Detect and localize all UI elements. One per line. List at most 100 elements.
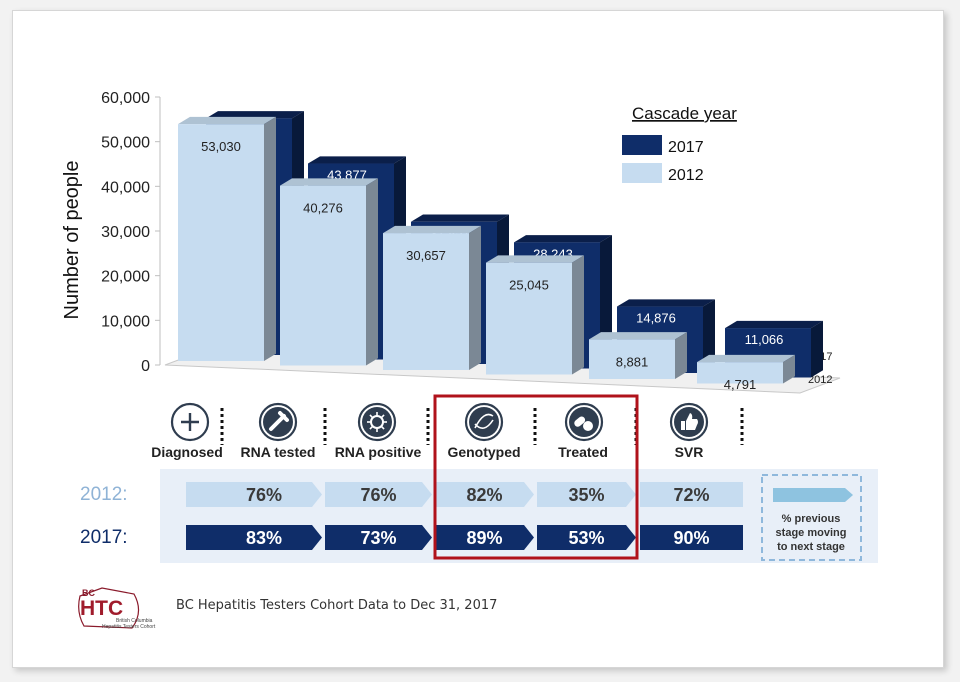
highlight-box	[433, 394, 639, 560]
cascade-arrow	[537, 525, 636, 550]
cascade-arrow	[435, 482, 534, 507]
y-tick-label: 60,000	[101, 90, 150, 107]
key-box	[761, 474, 862, 561]
bar-2017-svr-side	[811, 320, 823, 378]
logo-main-text: HTC	[80, 597, 123, 620]
cascade-arrow	[640, 525, 743, 550]
bar-2012-rna-positive-side	[469, 225, 481, 370]
test-tube-icon	[258, 402, 298, 442]
y-tick-label: 30,000	[101, 224, 150, 241]
cascade-percent: 76%	[360, 485, 396, 505]
y-tick-label: 0	[141, 358, 150, 375]
cascade-arrow	[186, 482, 322, 507]
bar-2012-rna-positive-face	[383, 233, 469, 370]
bar-2012-diagnosed-face	[178, 124, 264, 362]
bar-2012-svr-side	[783, 354, 795, 384]
cascade-percent: 73%	[360, 528, 396, 548]
stage-label-diagnosed: Diagnosed	[151, 444, 223, 460]
tube-glyph	[269, 411, 289, 431]
row-label-2012: 2012:	[80, 484, 128, 505]
data-label-2012: 25,045	[509, 278, 549, 293]
bar-2017-genotyped-top	[514, 235, 612, 243]
key-text-line: % previous	[782, 513, 841, 525]
key-text-line: stage moving	[776, 527, 847, 539]
footer-text: BC Hepatitis Testers Cohort Data to Dec …	[176, 598, 498, 613]
dna-icon	[464, 402, 504, 442]
cascade-arrow	[325, 482, 432, 507]
cascade-percent: 89%	[466, 528, 502, 548]
thumbs-up-icon	[669, 402, 709, 442]
stage-label-rna-positive: RNA positive	[335, 444, 422, 460]
stage-label-rna-tested: RNA tested	[241, 444, 316, 460]
pill-glyph	[574, 416, 586, 427]
cascade-percent: 76%	[246, 485, 282, 505]
data-label-2012: 30,657	[406, 248, 446, 263]
bar-2012-treated-side	[675, 332, 687, 379]
legend-title: Cascade year	[632, 104, 737, 123]
bar-2012-rna-tested	[280, 178, 378, 366]
cascade-percent: 83%	[246, 528, 282, 548]
data-label-2012: 4,791	[724, 377, 757, 392]
logo-top-text: BC	[82, 588, 95, 598]
stage-label-genotyped: Genotyped	[447, 444, 520, 460]
bar-2012-treated-top	[589, 332, 687, 340]
depth-label-2012: 2012	[808, 374, 832, 386]
cascade-arrow	[186, 525, 322, 550]
bar-2017-rna-positive-top	[411, 214, 509, 222]
virus-spike	[380, 414, 385, 419]
key-arrow	[773, 488, 853, 502]
legend-label-2012: 2012	[668, 167, 704, 184]
virus-spike	[380, 425, 385, 430]
legend-swatch-2012	[622, 163, 662, 183]
bar-2012-genotyped-top	[486, 255, 584, 263]
data-label-2017: 14,876	[636, 311, 676, 326]
bar-2012-treated-face	[589, 339, 675, 379]
stage-label-svr: SVR	[675, 444, 704, 460]
icon-fill	[469, 407, 499, 437]
key-text-line: to next stage	[777, 541, 845, 553]
legend-label-2017: 2017	[668, 139, 704, 156]
bar-2012-diagnosed	[178, 116, 276, 362]
bar-2012-rna-positive	[383, 225, 481, 370]
dna-glyph	[474, 413, 494, 429]
cascade-percent: 90%	[673, 528, 709, 548]
cascade-percent: 82%	[466, 485, 502, 505]
bar-2017-svr-top	[725, 320, 823, 329]
bar-2012-svr-face	[697, 362, 783, 384]
bar-2012-treated	[589, 332, 687, 379]
virus-icon	[357, 402, 397, 442]
cascade-percent: 72%	[673, 485, 709, 505]
row-label-2017: 2017:	[80, 527, 128, 548]
bar-2012-diagnosed-top	[178, 116, 276, 125]
cascade-arrow	[325, 525, 432, 550]
virus-spike	[369, 425, 374, 430]
bar-2017-treated-side	[703, 299, 715, 373]
bar-2012-rna-tested-top	[280, 178, 378, 186]
icon-fill	[362, 407, 392, 437]
plus-icon	[170, 402, 210, 442]
data-label-2012: 8,881	[616, 354, 649, 369]
bar-2012-genotyped	[486, 255, 584, 375]
stage-label-treated: Treated	[558, 444, 608, 460]
bar-2012-svr-top	[697, 354, 795, 363]
y-tick-label: 40,000	[101, 179, 150, 196]
y-tick-label: 50,000	[101, 135, 150, 152]
bar-2012-rna-tested-face	[280, 185, 366, 366]
y-tick-label: 20,000	[101, 269, 150, 286]
bar-2012-genotyped-side	[572, 255, 584, 375]
bar-2012-rna-tested-side	[366, 178, 378, 366]
virus-spike	[369, 414, 374, 419]
logo-sub-text-2: Hepatitis Testers Cohort	[102, 624, 156, 630]
bar-2012-diagnosed-side	[264, 116, 276, 361]
data-label-2012: 40,276	[303, 201, 343, 216]
bar-2012-rna-positive-top	[383, 225, 481, 234]
logo-sub-text-1: British Columbia	[116, 618, 153, 624]
cascade-arrow	[537, 482, 636, 507]
bar-2017-diagnosed-top	[206, 111, 304, 119]
bchtc-logo: BC HTC British Columbia Hepatitis Tester…	[72, 582, 167, 637]
data-label-2017: 11,066	[745, 332, 784, 347]
bar-2012-genotyped-face	[486, 262, 572, 375]
cascade-arrow	[640, 482, 743, 507]
